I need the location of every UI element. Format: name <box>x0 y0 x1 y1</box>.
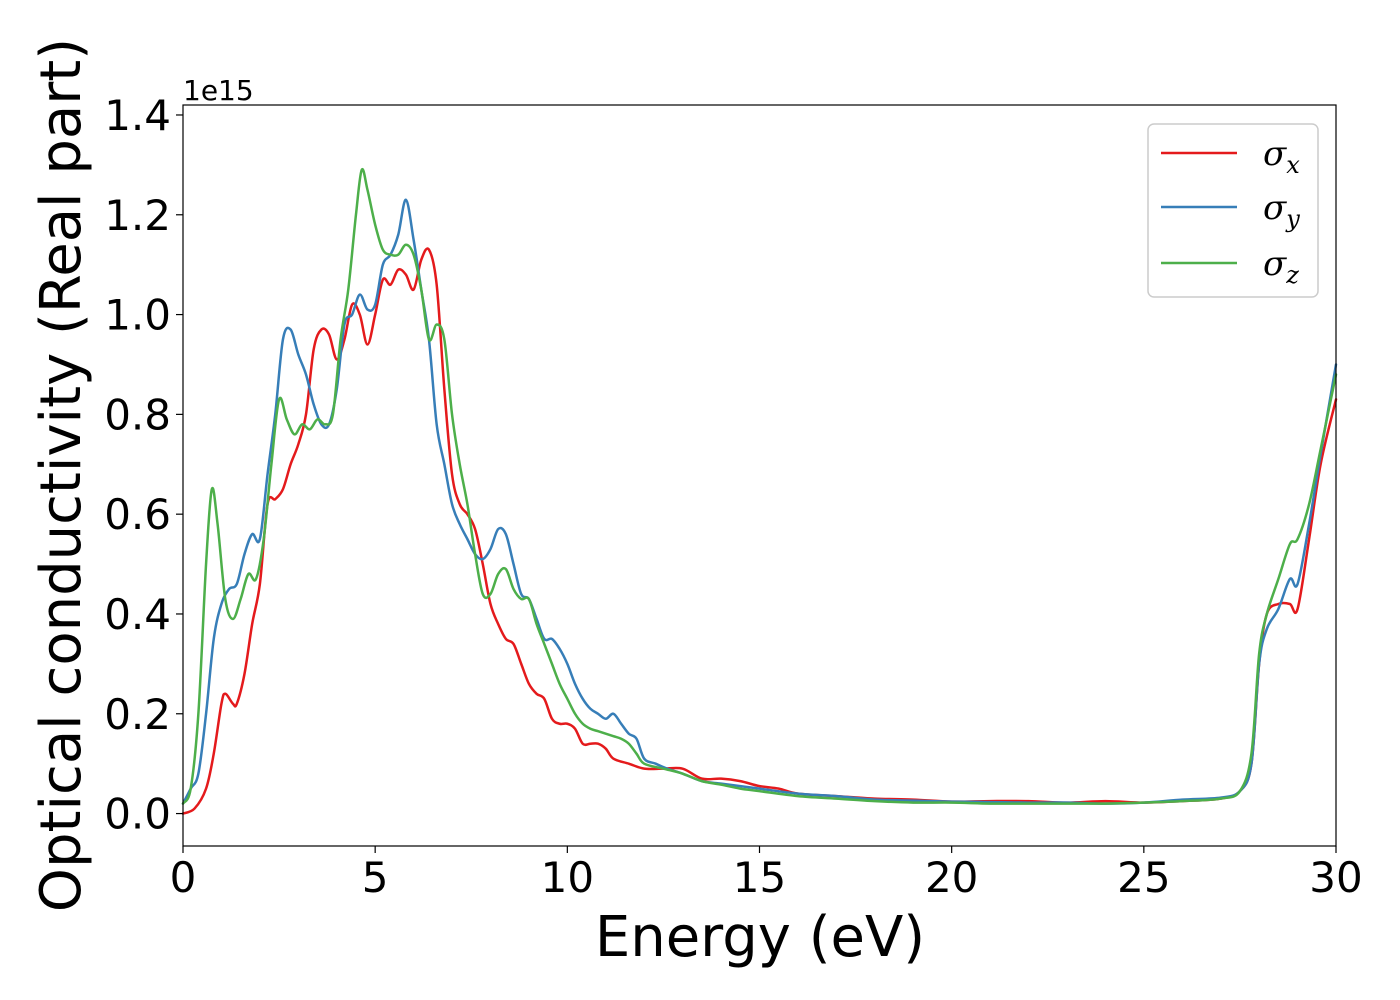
y-tick-label: 0.0 <box>104 790 171 839</box>
y-axis-label: Optical conductivity (Real part) <box>29 38 94 912</box>
x-tick-label: 0 <box>170 853 197 902</box>
y-tick-label: 1.4 <box>104 91 171 140</box>
x-tick-label: 20 <box>925 853 978 902</box>
legend-entries: σx σy σz <box>1161 134 1300 289</box>
y-tick-label: 0.2 <box>104 690 171 739</box>
x-tick-label: 25 <box>1117 853 1170 902</box>
x-tick-label: 15 <box>733 853 786 902</box>
y-tick-label: 0.4 <box>104 590 171 639</box>
y-tick-label: 0.6 <box>104 490 171 539</box>
y-tick-label: 0.8 <box>104 390 171 439</box>
legend: σx σy σz <box>1147 123 1319 298</box>
x-tick-label: 10 <box>541 853 594 902</box>
y-offset-label: 1e15 <box>183 74 254 107</box>
series-line-sigma-z <box>181 167 1338 805</box>
legend-label-sigma-z: σz <box>1263 244 1299 289</box>
legend-label-sigma-x: σx <box>1263 134 1300 179</box>
y-tick-label: 1.0 <box>104 291 171 340</box>
legend-label-sigma-y: σy <box>1263 188 1300 233</box>
tick-layer: 0 5 10 15 20 25 30 0.0 0.2 0.4 0.6 0.8 1.0 1.2 1.4 <box>104 91 1363 902</box>
y-tick-label: 1.2 <box>104 191 171 240</box>
legend-frame <box>1147 123 1319 298</box>
x-axis-label: Energy (eV) <box>595 905 925 970</box>
series-line-sigma-x <box>181 247 1338 815</box>
x-tick-label: 5 <box>362 853 389 902</box>
x-tick-label: 30 <box>1309 853 1362 902</box>
series-layer <box>181 167 1338 815</box>
